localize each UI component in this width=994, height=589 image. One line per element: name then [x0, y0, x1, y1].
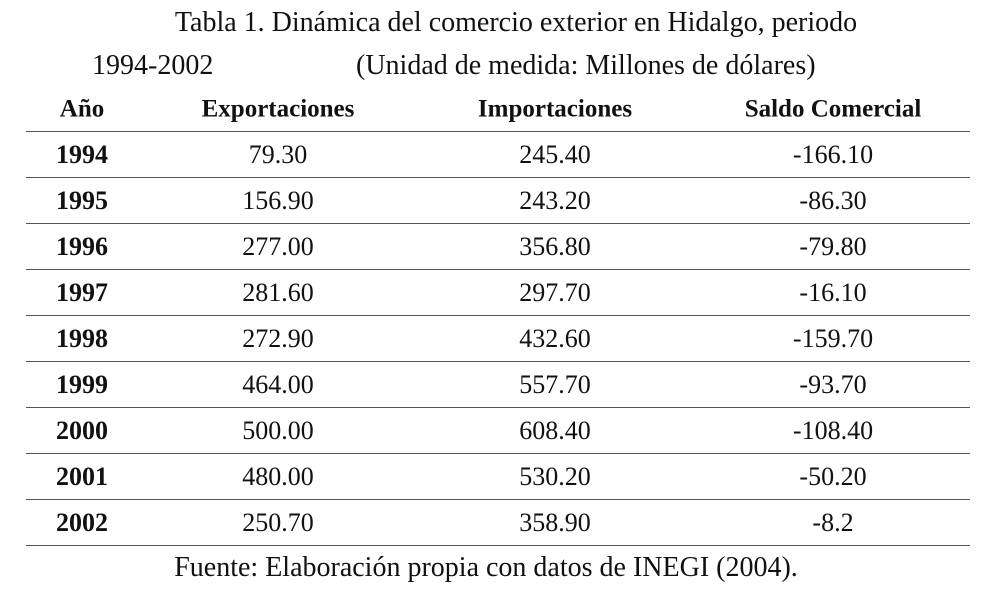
unit: (Unidad de medida: Millones de dólares): [356, 50, 816, 81]
table-cell: 480.00: [242, 462, 314, 491]
table-cell: 272.90: [242, 324, 314, 353]
row-year: 2000: [56, 416, 108, 445]
column-header: Exportaciones: [201, 95, 355, 123]
row-rule: [26, 499, 970, 500]
table-cell: -50.20: [799, 462, 867, 491]
table-cell: -86.30: [799, 186, 867, 215]
row-rule: [26, 223, 970, 224]
source: Fuente: Elaboración propia con datos de …: [174, 552, 798, 583]
table-cell: 79.30: [248, 140, 308, 169]
row-year: 1995: [56, 186, 108, 215]
table-cell: 608.40: [519, 416, 591, 445]
table-cell: 464.00: [242, 370, 314, 399]
period: 1994-2002: [92, 50, 214, 81]
row-year: 1997: [56, 278, 108, 307]
table-cell: 281.60: [242, 278, 314, 307]
row-year: 1996: [56, 232, 108, 261]
table-cell: -79.80: [799, 232, 867, 261]
title: Tabla 1. Dinámica del comercio exterior …: [174, 7, 858, 38]
row-year: 1998: [56, 324, 108, 353]
table-cell: -159.70: [792, 324, 874, 353]
column-header: Año: [59, 95, 105, 123]
table-cell: -16.10: [799, 278, 867, 307]
row-year: 2001: [56, 462, 108, 491]
row-rule: [26, 545, 970, 546]
row-year: 1999: [56, 370, 108, 399]
row-rule: [26, 361, 970, 362]
table-cell: 243.20: [519, 186, 591, 215]
table-cell: 297.70: [519, 278, 591, 307]
table-cell: 277.00: [242, 232, 314, 261]
row-rule: [26, 453, 970, 454]
column-header: Importaciones: [477, 95, 633, 123]
table-cell: -108.40: [792, 416, 874, 445]
row-rule: [26, 315, 970, 316]
table-cell: 557.70: [519, 370, 591, 399]
table-cell: 356.80: [519, 232, 591, 261]
table-cell: 250.70: [242, 508, 314, 537]
table-cell: 358.90: [519, 508, 591, 537]
table-cell: 500.00: [242, 416, 314, 445]
header-rule: [26, 131, 970, 132]
table-cell: -8.2: [812, 508, 854, 537]
row-rule: [26, 177, 970, 178]
table-cell: 156.90: [242, 186, 314, 215]
row-year: 2002: [56, 508, 108, 537]
table-cell: 530.20: [519, 462, 591, 491]
row-rule: [26, 269, 970, 270]
table-cell: -166.10: [792, 140, 874, 169]
table-cell: -93.70: [799, 370, 867, 399]
column-header: Saldo Comercial: [744, 95, 922, 123]
table-cell: 432.60: [519, 324, 591, 353]
row-year: 1994: [56, 140, 108, 169]
table-cell: 245.40: [519, 140, 591, 169]
row-rule: [26, 407, 970, 408]
